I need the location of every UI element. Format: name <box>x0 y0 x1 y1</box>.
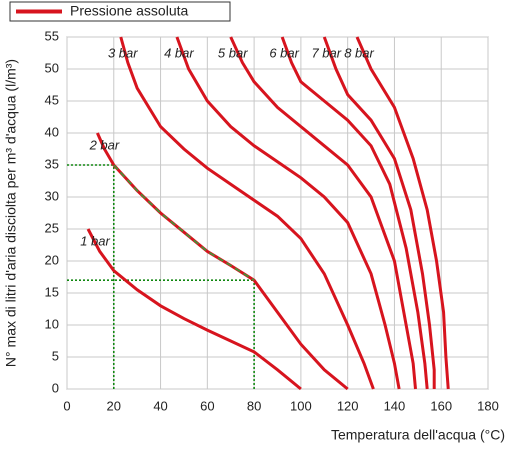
legend-label: Pressione assoluta <box>70 3 189 19</box>
x-tick-label: 40 <box>153 398 167 413</box>
y-tick-label: 50 <box>45 60 59 75</box>
curve <box>119 36 375 390</box>
x-axis-label: Temperatura dell'acqua (°C) <box>331 427 505 443</box>
curve-label: 2 bar <box>89 137 120 152</box>
x-tick-label: 80 <box>247 398 261 413</box>
curve <box>322 36 436 389</box>
curve-label: 4 bar <box>164 45 194 60</box>
highlight-segment <box>113 164 255 281</box>
x-tick-label: 100 <box>290 398 312 413</box>
curve <box>280 36 429 390</box>
x-tick-label: 180 <box>477 398 499 413</box>
y-tick-label: 45 <box>45 92 59 107</box>
y-tick-label: 40 <box>45 124 59 139</box>
y-axis-label: N° max di litri d'aria disciolta per m³ … <box>3 59 19 367</box>
curve-label: 6 bar <box>269 45 299 60</box>
y-tick-label: 30 <box>45 188 59 203</box>
x-tick-label: 0 <box>63 398 70 413</box>
y-tick-label: 20 <box>45 252 59 267</box>
y-tick-label: 25 <box>45 220 59 235</box>
curve <box>229 36 417 390</box>
curve-label: 7 bar <box>311 45 341 60</box>
curve-label: 3 bar <box>108 45 138 60</box>
y-tick-label: 55 <box>45 28 59 43</box>
legend-box <box>9 1 231 22</box>
x-tick-label: 20 <box>107 398 121 413</box>
x-tick-label: 140 <box>384 398 406 413</box>
y-tick-label: 10 <box>45 316 59 331</box>
y-tick-label: 35 <box>45 156 59 171</box>
plot-area <box>66 36 489 390</box>
y-tick-label: 5 <box>52 348 59 363</box>
x-tick-label: 120 <box>337 398 359 413</box>
y-tick-label: 0 <box>52 380 59 395</box>
curve-label: 8 bar <box>344 45 374 60</box>
curve <box>86 228 302 391</box>
curve <box>175 36 401 390</box>
x-tick-label: 60 <box>200 398 214 413</box>
curve-label: 5 bar <box>218 45 248 60</box>
x-tick-label: 160 <box>430 398 452 413</box>
curve <box>355 36 450 390</box>
curve-label: 1 bar <box>80 233 110 248</box>
y-tick-label: 15 <box>45 284 59 299</box>
